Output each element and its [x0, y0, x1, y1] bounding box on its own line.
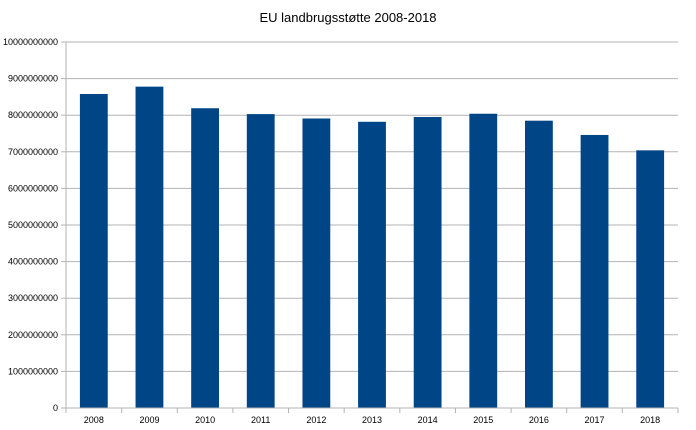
y-tick-label: 8000000000 — [8, 110, 58, 120]
bar-2018 — [636, 150, 665, 408]
bar-2011 — [246, 114, 275, 409]
bar-2009 — [135, 86, 164, 408]
y-tick-label: 0 — [53, 403, 58, 413]
y-tick-label: 10000000000 — [3, 37, 58, 47]
bar-2013 — [358, 121, 386, 409]
y-tick-label: 2000000000 — [8, 330, 58, 340]
x-tick-label: 2017 — [585, 415, 605, 425]
x-tick-label: 2011 — [251, 415, 270, 425]
y-tick-label: 4000000000 — [8, 257, 58, 267]
y-tick-label: 6000000000 — [8, 183, 58, 193]
chart-title: EU landbrugsstøtte 2008-2018 — [259, 10, 437, 25]
x-tick-label: 2018 — [640, 415, 660, 425]
bar-2012 — [302, 118, 331, 408]
y-tick-label: 5000000000 — [8, 220, 58, 230]
y-tick-label: 1000000000 — [8, 366, 58, 376]
x-tick-label: 2016 — [529, 415, 549, 425]
x-tick-label: 2008 — [84, 415, 104, 425]
y-tick-label: 3000000000 — [8, 293, 58, 303]
bar-2016 — [525, 120, 553, 408]
bar-2015 — [469, 113, 498, 409]
x-tick-label: 2012 — [306, 415, 326, 425]
bar-2017 — [580, 134, 609, 409]
y-tick-label: 7000000000 — [8, 147, 58, 157]
x-tick-label: 2010 — [195, 415, 215, 425]
x-tick-label: 2013 — [362, 415, 382, 425]
y-tick-label: 9000000000 — [8, 74, 58, 84]
x-tick-label: 2014 — [418, 415, 438, 425]
bar-2010 — [191, 108, 219, 408]
x-tick-label: 2015 — [473, 415, 493, 425]
bar-2014 — [413, 117, 442, 408]
x-tick-label: 2009 — [139, 415, 159, 425]
bar-2008 — [79, 93, 108, 409]
